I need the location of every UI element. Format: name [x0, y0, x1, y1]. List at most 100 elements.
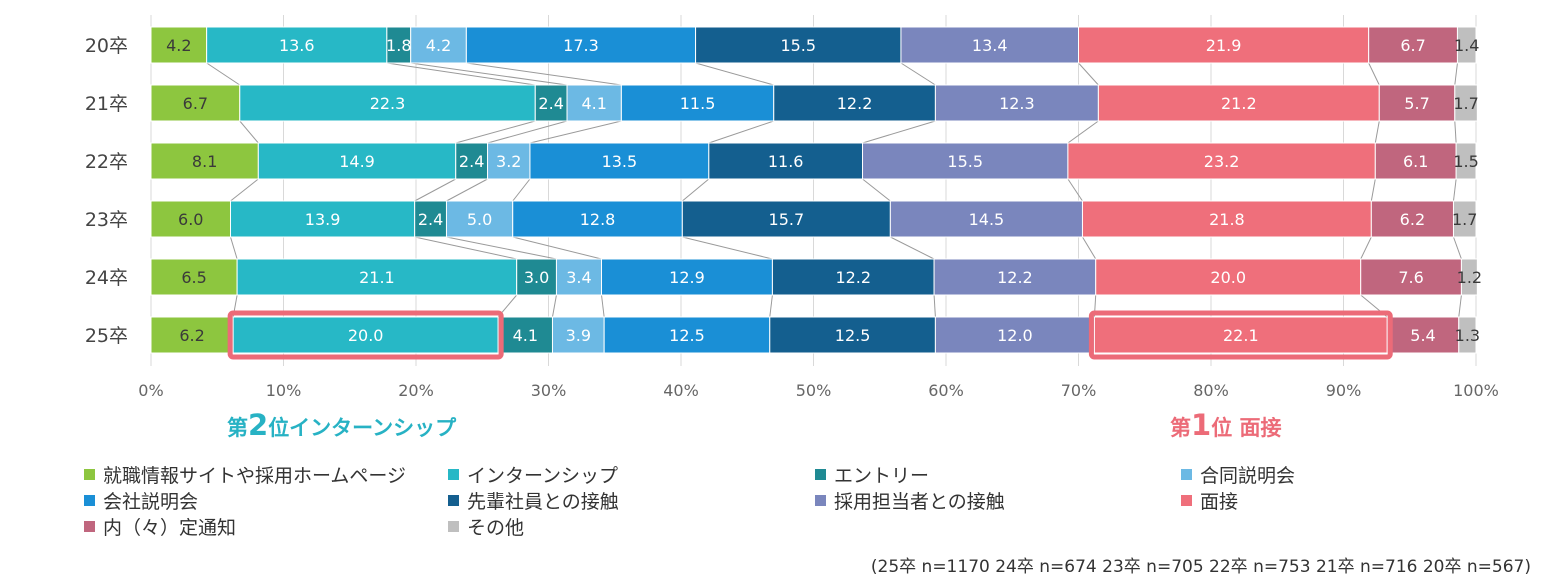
legend-swatch — [815, 494, 826, 506]
data-label: 13.6 — [279, 36, 315, 55]
data-label: 23.2 — [1204, 152, 1240, 171]
data-label: 12.2 — [997, 268, 1033, 287]
series-connector-line — [230, 178, 259, 202]
data-label: 11.6 — [768, 152, 804, 171]
series-connector-line — [1374, 120, 1380, 144]
bar-segment — [933, 258, 1097, 296]
data-label: 21.2 — [1221, 94, 1257, 113]
series-connector-line — [529, 120, 622, 144]
bar-segment — [516, 258, 557, 296]
legend-swatch — [448, 494, 459, 506]
data-label: 6.7 — [1400, 36, 1425, 55]
series-connector-line — [708, 120, 774, 144]
data-label: 12.3 — [999, 94, 1035, 113]
bar-segment — [1078, 26, 1370, 64]
bar-segment — [1067, 142, 1376, 180]
series-connector-line — [512, 178, 531, 202]
series-connector-line — [933, 294, 936, 318]
legend-label: エントリー — [834, 464, 930, 487]
bar-segment — [900, 26, 1080, 64]
data-label: 12.8 — [580, 210, 616, 229]
sample-size-note: (25卒 n=1170 24卒 n=674 23卒 n=705 22卒 n=75… — [870, 557, 1531, 577]
x-tick-label: 50% — [796, 381, 832, 400]
x-tick-label: 0% — [138, 381, 163, 400]
data-label: 15.7 — [769, 210, 805, 229]
x-tick-label: 100% — [1453, 381, 1499, 400]
legend-label: インターンシップ — [467, 464, 619, 487]
series-connector-line — [862, 178, 891, 202]
data-label: 6.1 — [1403, 152, 1428, 171]
bar-segment — [1370, 200, 1454, 238]
series-connector-line — [1368, 62, 1380, 86]
legend-item: 先輩社員との接触 — [448, 488, 619, 513]
legend-label: 先輩社員との接触 — [467, 490, 619, 513]
data-label: 5.4 — [1410, 326, 1435, 345]
bar-segment — [206, 26, 388, 64]
data-label: 1.7 — [1452, 210, 1477, 229]
data-label: 12.2 — [835, 268, 871, 287]
bar-segment — [1456, 26, 1477, 64]
series-connector-line — [446, 236, 557, 260]
series-connector-line — [410, 62, 568, 86]
category-label: 21卒 — [85, 93, 128, 115]
series-connector-line — [230, 236, 238, 260]
data-label: 21.8 — [1209, 210, 1245, 229]
series-connector-line — [695, 62, 774, 86]
bar-segment — [1368, 26, 1458, 64]
bar-segment — [1360, 258, 1462, 296]
legend-swatch — [1181, 468, 1192, 480]
data-label: 4.2 — [426, 36, 451, 55]
bar-segment — [230, 200, 416, 238]
series-connector-line — [239, 120, 259, 144]
legend-label: 会社説明会 — [103, 490, 199, 513]
data-label: 4.1 — [513, 326, 538, 345]
bar-segment — [1095, 258, 1362, 296]
data-label: 1.8 — [386, 36, 411, 55]
bar-segment — [1454, 84, 1478, 122]
data-label: 6.5 — [181, 268, 206, 287]
bar-segment — [487, 142, 531, 180]
data-label: 5.0 — [467, 210, 492, 229]
bar-segment — [551, 316, 605, 354]
bar-segment — [236, 258, 518, 296]
data-label: 21.9 — [1206, 36, 1242, 55]
series-connector-line — [862, 120, 936, 144]
legend-item: 就職情報サイトや採用ホームページ — [84, 462, 407, 487]
series-connector-line — [1454, 62, 1458, 86]
bar-segment — [150, 316, 234, 354]
series-connector-line — [512, 236, 602, 260]
data-label: 2.4 — [418, 210, 443, 229]
data-label: 12.0 — [997, 326, 1033, 345]
series-connector-line — [551, 294, 557, 318]
legend-swatch — [448, 520, 459, 532]
series-connector-line — [1082, 236, 1097, 260]
series-connector-line — [1067, 120, 1099, 144]
series-connector-line — [1370, 178, 1376, 202]
series-connector-line — [455, 120, 536, 144]
series-connector-line — [446, 178, 488, 202]
bar-segment — [150, 26, 208, 64]
callout-first-rank: 第1位 面接 — [1170, 408, 1282, 442]
legend-item: エントリー — [815, 462, 930, 487]
legend-label: 就職情報サイトや採用ホームページ — [103, 464, 407, 487]
bar-segment — [414, 200, 447, 238]
legend-swatch — [84, 494, 95, 506]
x-tick-label: 30% — [531, 381, 567, 400]
bar-segment — [603, 316, 771, 354]
x-tick-label: 90% — [1326, 381, 1362, 400]
bar-segment — [566, 84, 622, 122]
legend-item: 採用担当者との接触 — [815, 488, 1005, 513]
data-label: 5.7 — [1404, 94, 1429, 113]
data-label: 3.9 — [566, 326, 591, 345]
bar-segment — [497, 316, 553, 354]
x-tick-label: 40% — [663, 381, 699, 400]
data-label: 4.2 — [166, 36, 191, 55]
data-label: 22.1 — [1223, 326, 1259, 345]
data-label: 2.4 — [459, 152, 484, 171]
bar-segment — [934, 84, 1099, 122]
series-connector-line — [890, 236, 935, 260]
bar-segment — [455, 142, 489, 180]
callout-second-rank: 第2位インターンシップ — [227, 408, 457, 442]
bar-segment — [620, 84, 775, 122]
bar-segment — [1374, 142, 1457, 180]
